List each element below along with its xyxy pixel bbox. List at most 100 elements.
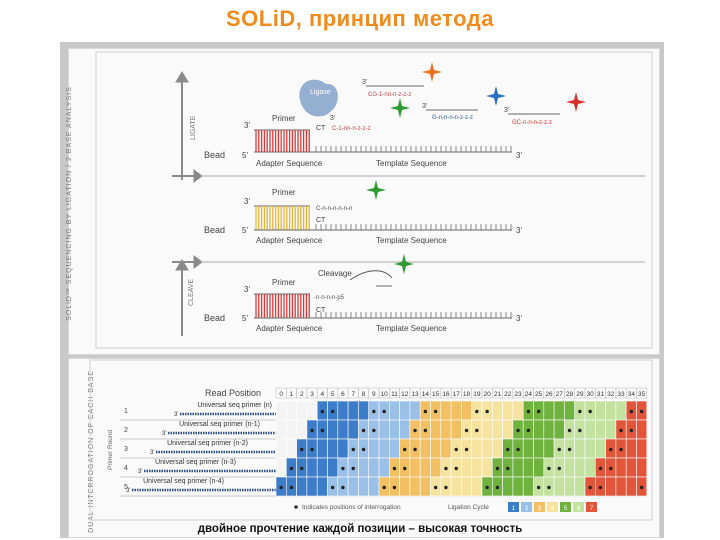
adapter-label: Adapter Sequence (256, 159, 323, 168)
cleavage-label: Cleavage (318, 269, 352, 278)
read-position-number: 7 (351, 391, 355, 398)
read-position-number: 5 (331, 391, 335, 398)
grid-cell (419, 476, 431, 497)
template-teeth-3 (315, 312, 512, 318)
grid-cell (502, 476, 514, 497)
grid-cell (388, 438, 400, 459)
interrogation-dot (423, 409, 428, 414)
primer-round-label: Primer Round (107, 430, 114, 470)
grid-cell (491, 419, 503, 440)
grid-cell (399, 419, 411, 440)
interrogation-dot (310, 428, 314, 433)
five-prime-label: 5' (242, 151, 248, 160)
interrogation-dot (609, 466, 613, 471)
template-teeth (315, 146, 512, 152)
flow-arrows (172, 71, 203, 336)
grid-cell (337, 438, 349, 459)
read-position-number: 29 (576, 391, 584, 398)
grid-cell (450, 419, 462, 440)
interrogation-dot (536, 409, 541, 414)
interrogation-dot (300, 466, 304, 471)
read-position-number: 12 (401, 391, 409, 398)
grid-cell (625, 476, 637, 497)
red-primer-teeth-3 (255, 294, 310, 318)
interrogation-dot (423, 428, 428, 433)
primer-rows: 1 Universal seq primer (n) 3' 2 Universal se… (120, 400, 648, 497)
interrogation-dot (506, 447, 510, 452)
grid-cell (584, 457, 596, 478)
primer-label: Universal seq primer (n) (197, 402, 272, 409)
grid-cell (584, 419, 596, 440)
read-position-number: 3 (310, 391, 314, 398)
grid-cell (327, 419, 339, 440)
grid-cell (594, 400, 606, 421)
three-prime-label: 3' (244, 121, 250, 130)
grid-cell (337, 419, 349, 440)
grid-cell (409, 457, 421, 478)
interrogation-dot (588, 409, 592, 414)
grid-cell (574, 457, 586, 478)
read-position-number: 10 (381, 391, 389, 398)
interrogation-dot (320, 428, 325, 433)
grid-cell (358, 457, 369, 478)
interrogation-dot (330, 485, 335, 490)
grid-cell (481, 438, 493, 459)
read-position-number: 0 (279, 391, 283, 398)
cycle-swatch (508, 502, 519, 512)
round-number: 4 (124, 465, 128, 472)
probe-three-prime-4: 3' (330, 115, 335, 122)
cycle-number: 2 (525, 506, 529, 512)
grid-cell (430, 438, 442, 459)
interrogation-dot (485, 409, 489, 414)
grid-cell (512, 400, 524, 421)
grid-cell (636, 457, 648, 478)
grid-cell (543, 419, 555, 440)
interrogation-dot (372, 428, 376, 433)
interrogation-dot (557, 466, 561, 471)
interrogation-dot (341, 466, 345, 471)
red-primer-teeth (255, 130, 310, 152)
primer-three-prime: 3' (126, 488, 130, 494)
grid-cell (502, 419, 514, 440)
five-prime-label-2: 5' (242, 226, 248, 235)
ligate-label: LIGATE (190, 115, 197, 140)
interrogation-dot (598, 485, 603, 490)
interrogation-dot (454, 447, 458, 452)
read-position-number: 18 (463, 391, 471, 398)
grid-cell (471, 457, 483, 478)
interrogation-dot (372, 409, 376, 414)
interrogation-dot (403, 466, 407, 471)
grid-cell (564, 476, 576, 497)
primer-three-prime: 3' (150, 450, 154, 456)
grid-cell (296, 476, 308, 497)
cycle-swatch (534, 502, 545, 512)
grid-cell (275, 419, 287, 440)
grid-cell (285, 419, 297, 440)
star-green-icon-2 (366, 180, 386, 200)
interrogation-dot (619, 447, 623, 452)
interrogation-dot (320, 409, 325, 414)
interrogation-dot (403, 447, 407, 452)
grid-cell (605, 476, 617, 497)
adapter-label-2: Adapter Sequence (256, 236, 323, 245)
interrogation-dot (444, 466, 448, 471)
probe-three-prime-1: 3' (362, 79, 367, 86)
primer-label-2: Primer (272, 188, 296, 197)
legend-cycle-text: Ligation Cycle (448, 504, 489, 511)
interrogation-dot (351, 466, 355, 471)
grid-cell (605, 419, 617, 440)
grid-cell (440, 419, 452, 440)
cycle-number: 6 (577, 506, 581, 512)
interrogation-dot (310, 447, 314, 452)
interrogation-dot (578, 428, 582, 433)
ligase-blob (299, 79, 338, 117)
interrogation-dot (433, 485, 438, 490)
read-position-number: 24 (525, 391, 533, 398)
grid-cell (512, 457, 524, 478)
interrogation-dot (547, 485, 551, 490)
grid-cell (368, 457, 380, 478)
grid-cell (471, 476, 483, 497)
read-position-number: 4 (321, 391, 325, 398)
header-cell (636, 387, 648, 399)
